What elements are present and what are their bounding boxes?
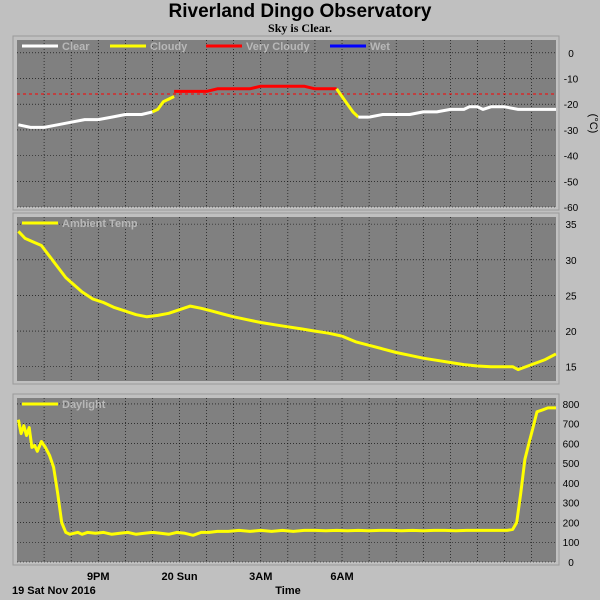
legend-label: Cloudy — [150, 41, 188, 53]
x-tick-label: 9PM — [87, 571, 110, 583]
y-tick-label: -20 — [564, 100, 579, 111]
y-tick-label: 400 — [563, 479, 580, 490]
y-tick-label: 500 — [563, 459, 580, 470]
y-tick-label: 35 — [565, 220, 577, 231]
x-tick-label: 6AM — [330, 571, 353, 583]
y-tick-label: -30 — [564, 126, 579, 137]
panel-daylight: 800 700 600 500 400 300 200 100 0 Daylight — [12, 393, 580, 569]
series-line-very_cloudy — [174, 84, 337, 93]
legend-label: Ambient Temp — [62, 218, 138, 230]
y-tick-label: -10 — [564, 75, 579, 86]
y-tick-label: 600 — [563, 439, 580, 450]
panel-ambient-temperature: 35 30 25 20 15 Ambient Temp — [12, 212, 577, 385]
y-tick-label: 800 — [563, 400, 580, 411]
y-tick-label: 15 — [565, 363, 577, 374]
y-tick-label: -60 — [564, 203, 579, 214]
y-tick-label: 100 — [563, 538, 580, 549]
legend-label: Very Cloudy — [246, 41, 310, 53]
series-line-clear — [358, 105, 556, 119]
page-title: Riverland Dingo Observatory — [168, 1, 432, 22]
series-line-ambient-temp — [17, 230, 557, 372]
y-tick-label: 300 — [563, 499, 580, 510]
sky-status: Sky is Clear. — [268, 21, 332, 35]
plot-area — [17, 398, 556, 562]
series-line-cloudy — [335, 87, 360, 119]
legend-label: Wet — [370, 41, 390, 53]
legend-label: Daylight — [62, 399, 106, 411]
date-label: 19 Sat Nov 2016 — [12, 585, 96, 597]
x-axis-label: Time — [275, 585, 300, 597]
x-tick-label: 20 Sun — [161, 571, 197, 583]
y-tick-label: -40 — [564, 152, 579, 163]
series-line-clear — [18, 110, 153, 129]
series-line-daylight — [16, 406, 556, 537]
y-tick-label: -50 — [564, 177, 579, 188]
series-line-cloudy — [151, 95, 175, 114]
y-tick-label: 200 — [563, 518, 580, 529]
plot-area — [17, 217, 556, 381]
y-tick-label: 25 — [565, 291, 577, 302]
y-tick-label: 0 — [568, 49, 574, 60]
y-tick-label: 700 — [563, 420, 580, 431]
plot-area — [17, 40, 556, 207]
y-tick-label: 20 — [565, 327, 577, 338]
legend-label: Clear — [62, 41, 90, 53]
y-tick-label: 30 — [565, 256, 577, 267]
panel-sky-temperature: 0 -10 -20 -30 -40 -50 -60 (°C) Clear Cloudy Very C… — [12, 35, 599, 214]
y-axis-unit: (°C) — [587, 114, 599, 134]
y-tick-label: 0 — [568, 558, 574, 569]
x-tick-label: 3AM — [249, 571, 272, 583]
